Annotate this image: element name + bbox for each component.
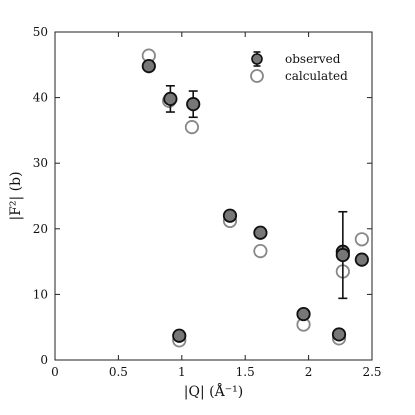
plot-frame bbox=[54, 31, 373, 361]
plot-area bbox=[54, 31, 373, 361]
x-tick-label: 1 bbox=[178, 365, 186, 379]
observed-point bbox=[253, 225, 268, 240]
legend-calculated-marker bbox=[250, 69, 264, 83]
y-tick-label: 20 bbox=[33, 222, 48, 236]
legend-observed-marker bbox=[251, 53, 263, 65]
y-tick-label: 30 bbox=[33, 156, 48, 170]
observed-point bbox=[296, 306, 311, 322]
observed-point bbox=[354, 252, 369, 267]
legend-calculated-label: calculated bbox=[285, 69, 348, 83]
observed-point bbox=[172, 328, 187, 343]
observed-point bbox=[331, 327, 347, 342]
calculated-point bbox=[184, 120, 200, 135]
legend-observed-label: observed bbox=[285, 52, 341, 66]
x-tick-label: 2 bbox=[305, 365, 313, 379]
legend: observed calculated bbox=[250, 51, 348, 83]
y-tick-label: 10 bbox=[33, 287, 48, 301]
observed-point bbox=[335, 247, 350, 263]
observed-point bbox=[141, 59, 156, 74]
x-tick-label: 0.5 bbox=[109, 365, 128, 379]
axis-ticks: 0 0.5 1 1.5 2 2.5 0 10 20 30 40 50 bbox=[33, 25, 382, 379]
y-tick-label: 40 bbox=[33, 91, 48, 105]
y-tick-label: 0 bbox=[40, 353, 48, 367]
x-tick-label: 2.5 bbox=[362, 365, 381, 379]
calculated-point bbox=[253, 244, 268, 259]
x-tick-label: 0 bbox=[51, 365, 59, 379]
y-tick-label: 50 bbox=[33, 25, 48, 39]
y-axis-label: |F²| (b) bbox=[8, 171, 24, 220]
calculated-point bbox=[354, 232, 369, 247]
data-marks bbox=[141, 48, 369, 348]
observed-point bbox=[163, 91, 178, 107]
observed-point bbox=[186, 97, 201, 112]
x-tick-label: 1.5 bbox=[236, 365, 255, 379]
x-axis-label: |Q| (Å⁻¹) bbox=[184, 382, 243, 400]
observed-point bbox=[222, 208, 238, 223]
